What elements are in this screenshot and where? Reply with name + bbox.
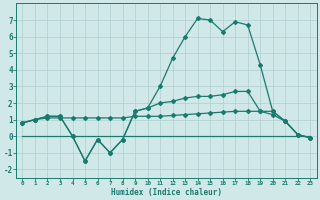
X-axis label: Humidex (Indice chaleur): Humidex (Indice chaleur) <box>111 188 222 197</box>
